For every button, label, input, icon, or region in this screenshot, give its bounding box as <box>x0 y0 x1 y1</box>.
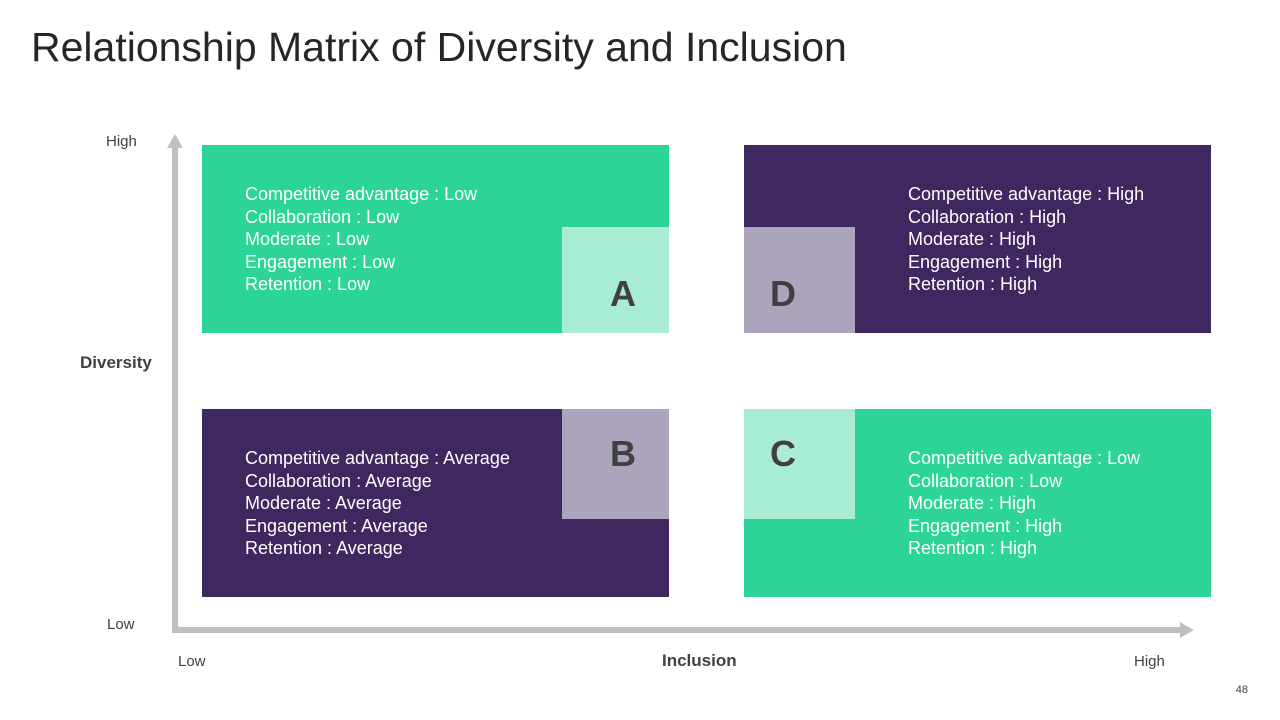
quadrant-d-line: Retention : High <box>908 274 1038 294</box>
quadrant-a-line: Competitive advantage : Low <box>245 184 478 204</box>
quadrant-b-letter: B <box>610 433 636 474</box>
quadrant-a-line: Collaboration : Low <box>245 206 400 227</box>
x-axis-title: Inclusion <box>662 651 737 670</box>
quadrant-a-text: Competitive advantage : Low Collaboratio… <box>245 183 477 296</box>
quadrant-c-line: Competitive advantage : Low <box>908 448 1141 468</box>
quadrant-d-line: Competitive advantage : High <box>908 184 1145 204</box>
quadrant-a-line: Moderate : Low <box>245 229 370 249</box>
quadrant-d-tag <box>744 227 855 333</box>
quadrant-b-line: Collaboration : Average <box>245 470 432 491</box>
quadrant-d-line: Engagement : High <box>908 251 1063 272</box>
y-axis-high-label: High <box>106 133 137 150</box>
page-title: Relationship Matrix of Diversity and Inc… <box>31 24 847 70</box>
quadrant-b-text: Competitive advantage : Average Collabor… <box>245 447 510 560</box>
quadrant-b-line: Engagement : Average <box>245 515 428 536</box>
y-axis-arrow-icon <box>167 134 183 148</box>
quadrant-d-letter: D <box>770 273 796 314</box>
quadrant-a-letter: A <box>610 273 636 314</box>
x-axis-arrow-icon <box>1180 622 1194 638</box>
quadrant-b-line: Competitive advantage : Average <box>245 448 510 468</box>
quadrant-b-line: Retention : Average <box>245 538 403 558</box>
quadrant-a-tag <box>562 227 669 333</box>
quadrant-c-text: Competitive advantage : Low Collaboratio… <box>908 447 1140 560</box>
x-axis-low-label: Low <box>178 653 206 670</box>
quadrant-b-tag <box>562 409 669 519</box>
quadrant-c-tag <box>744 409 855 519</box>
x-axis-high-label: High <box>1134 653 1165 670</box>
page-number: 48 <box>1235 684 1248 696</box>
quadrant-c-letter: C <box>770 433 796 474</box>
quadrant-d-line: Collaboration : High <box>908 206 1067 227</box>
quadrant-c-line: Collaboration : Low <box>908 470 1063 491</box>
quadrant-a-line: Engagement : Low <box>245 251 396 272</box>
y-axis-line <box>172 142 178 632</box>
quadrant-a-line: Retention : Low <box>245 274 371 294</box>
quadrant-c-line: Engagement : High <box>908 515 1063 536</box>
quadrant-d-line: Moderate : High <box>908 229 1037 249</box>
x-axis-line <box>172 627 1182 633</box>
quadrant-c-line: Retention : High <box>908 538 1038 558</box>
y-axis-title: Diversity <box>80 353 152 372</box>
quadrant-c-line: Moderate : High <box>908 493 1037 513</box>
quadrant-d-text: Competitive advantage : High Collaborati… <box>908 183 1144 296</box>
y-axis-low-label: Low <box>107 616 135 633</box>
quadrant-b-line: Moderate : Average <box>245 493 402 513</box>
